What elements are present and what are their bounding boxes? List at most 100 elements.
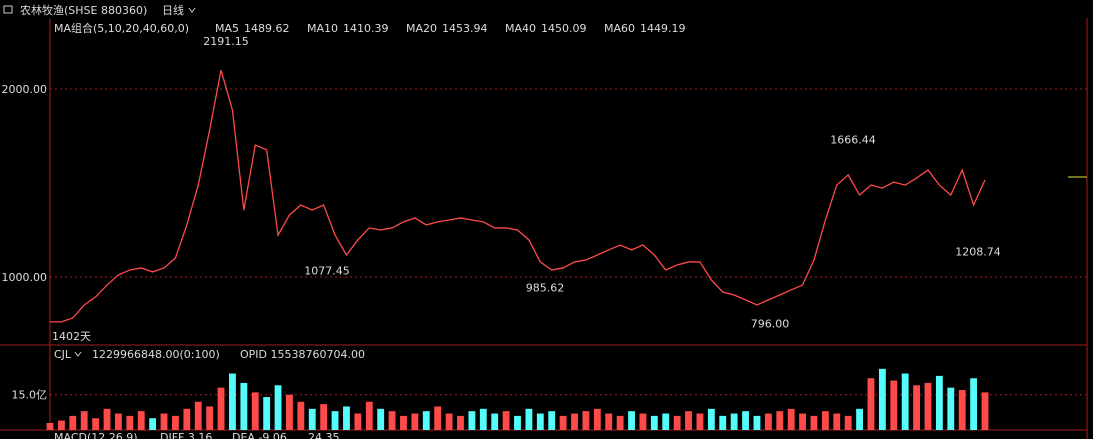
ma-name: MA40 xyxy=(505,22,536,35)
macd-readout: 24.35 xyxy=(308,431,340,439)
volume-bar xyxy=(411,413,419,430)
volume-bar xyxy=(69,415,77,430)
volume-bar xyxy=(913,385,921,430)
volume-bar xyxy=(103,408,111,430)
ma-legend: MA5 1489.62 xyxy=(215,22,290,35)
volume-bar xyxy=(890,380,898,430)
volume-bar xyxy=(217,387,225,430)
volume-bar xyxy=(662,413,670,430)
volume-bar xyxy=(160,413,168,430)
readout: OPID 15538760704.00 xyxy=(240,348,365,361)
volume-bar xyxy=(730,413,738,430)
volume-bar xyxy=(502,411,510,430)
y-tick-label: 15.0亿 xyxy=(12,389,48,402)
volume-bar xyxy=(491,413,499,430)
volume-bar xyxy=(536,413,544,430)
volume-bar xyxy=(616,415,624,430)
ma-name: MA10 xyxy=(307,22,338,35)
volume-bar xyxy=(445,413,453,430)
volume-bar xyxy=(388,411,396,430)
y-tick-label: 2000.00 xyxy=(2,83,48,96)
volume-bar xyxy=(183,408,191,430)
volume-bar xyxy=(479,408,487,430)
volume-bar xyxy=(593,408,601,430)
volume-bar xyxy=(958,390,966,430)
volume-bar xyxy=(149,418,157,430)
volume-bar xyxy=(229,373,236,430)
volume-bar xyxy=(901,373,909,430)
volume-bar xyxy=(844,415,852,430)
volume-bar xyxy=(981,392,989,430)
ma-name: MA60 xyxy=(604,22,635,35)
volume-bar xyxy=(548,411,556,430)
volume-bar xyxy=(856,408,863,430)
volume-bar xyxy=(468,411,476,430)
ma-legend: MA40 1450.09 xyxy=(505,22,587,35)
ma-legend: MA10 1410.39 xyxy=(307,22,389,35)
volume-bar xyxy=(194,401,202,430)
volume-bar xyxy=(628,411,635,430)
volume-bar xyxy=(240,382,248,430)
volume-bar xyxy=(742,411,749,430)
volume-bar xyxy=(810,415,818,430)
volume-bar xyxy=(80,411,88,430)
volume-bar xyxy=(422,411,430,430)
volume-bar xyxy=(46,422,54,430)
volume-bar xyxy=(833,413,841,430)
volume-bar xyxy=(525,408,533,430)
volume-bar xyxy=(707,408,715,430)
ma-name: MA20 xyxy=(406,22,437,35)
annotation: 1077.45 xyxy=(304,264,350,277)
volume-bar xyxy=(639,413,647,430)
volume-bar xyxy=(137,411,145,430)
volume-bar xyxy=(514,415,521,430)
volume-bar xyxy=(776,411,784,430)
volume-bar xyxy=(719,415,727,430)
icon xyxy=(3,5,13,14)
volume-bar xyxy=(821,411,829,430)
volume-bar xyxy=(924,382,932,430)
ma-name: MA5 xyxy=(215,22,239,35)
volume-bar xyxy=(206,406,214,430)
volume-bar xyxy=(571,413,578,430)
volume-bar xyxy=(935,375,943,430)
volume-bar xyxy=(559,415,567,430)
volume-bar xyxy=(365,401,373,430)
volume-bar xyxy=(764,413,772,430)
volume-bar xyxy=(650,415,658,430)
volume-bar xyxy=(867,378,875,430)
volume-bar xyxy=(605,413,613,430)
annotation: 1666.44 xyxy=(830,134,876,147)
volume-bar xyxy=(685,411,692,430)
volume-bar xyxy=(114,413,122,430)
volume-bar xyxy=(878,368,886,430)
macd-readout: DIFF 3.16 xyxy=(160,431,212,439)
annotation: 796.00 xyxy=(751,317,790,330)
volume-bar xyxy=(753,415,761,430)
ma-legend: MA20 1453.94 xyxy=(406,22,488,35)
ma-value: 1489.62 xyxy=(244,22,290,35)
readout: 1229966848.00(0:100) xyxy=(92,348,220,361)
volume-bar xyxy=(696,413,704,430)
header-title: 农林牧渔(SHSE 880360) xyxy=(20,3,147,17)
period[interactable]: 日线 xyxy=(162,3,184,17)
price-line xyxy=(50,69,986,323)
chevron xyxy=(74,351,82,357)
ma-value: 1410.39 xyxy=(343,22,389,35)
volume-bar xyxy=(286,394,293,430)
volume-bar xyxy=(787,408,795,430)
ma-legend: MA60 1449.19 xyxy=(604,22,686,35)
annotation: 1208.74 xyxy=(955,246,1001,259)
volume-bar xyxy=(251,392,259,430)
volume-bar xyxy=(297,401,305,430)
volume-bar xyxy=(354,413,362,430)
chevron[interactable] xyxy=(188,7,196,13)
volume-bar xyxy=(377,408,385,430)
ma-value: 1449.19 xyxy=(640,22,686,35)
ma-value: 1450.09 xyxy=(541,22,587,35)
volume-bar xyxy=(947,387,955,430)
ma-value: 1453.94 xyxy=(442,22,488,35)
